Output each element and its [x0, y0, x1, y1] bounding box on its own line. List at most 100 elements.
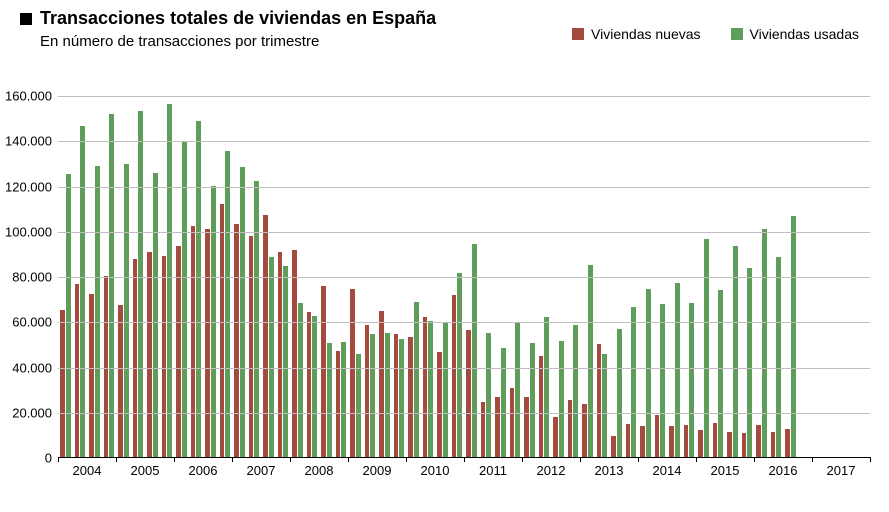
bar-nuevas — [89, 294, 94, 457]
x-tick — [522, 457, 523, 462]
x-axis-label: 2014 — [653, 463, 682, 478]
bar-nuevas — [205, 229, 210, 457]
bar-nuevas — [524, 397, 529, 457]
bar-nuevas — [626, 424, 631, 457]
bar-usadas — [385, 333, 390, 457]
title-line: Transacciones totales de viviendas en Es… — [20, 8, 436, 29]
x-tick — [870, 457, 871, 462]
bar-usadas — [660, 304, 665, 457]
bar-nuevas — [60, 310, 65, 457]
bar-nuevas — [249, 236, 254, 457]
x-tick — [348, 457, 349, 462]
x-tick — [754, 457, 755, 462]
x-axis-label: 2009 — [363, 463, 392, 478]
y-axis-label: 140.000 — [5, 134, 52, 149]
bar-usadas — [457, 273, 462, 457]
x-axis-label: 2016 — [769, 463, 798, 478]
legend-swatch-nuevas — [572, 28, 584, 40]
legend-label: Viviendas usadas — [750, 26, 859, 42]
legend-item-nuevas: Viviendas nuevas — [572, 26, 700, 42]
bar-nuevas — [452, 295, 457, 457]
bar-usadas — [486, 333, 491, 457]
x-tick — [116, 457, 117, 462]
y-axis-label: 20.000 — [12, 405, 52, 420]
y-axis-label: 160.000 — [5, 89, 52, 104]
bar-usadas — [428, 321, 433, 457]
bar-usadas — [443, 322, 448, 457]
x-axis-label: 2010 — [421, 463, 450, 478]
bar-nuevas — [75, 284, 80, 457]
bar-nuevas — [234, 224, 239, 457]
bar-nuevas — [539, 356, 544, 457]
bar-usadas — [704, 239, 709, 457]
y-axis-label: 60.000 — [12, 315, 52, 330]
bar-usadas — [776, 257, 781, 457]
bar-nuevas — [640, 426, 645, 457]
gridline — [58, 322, 870, 323]
bar-nuevas — [307, 312, 312, 457]
bar-nuevas — [495, 397, 500, 457]
title-block: Transacciones totales de viviendas en Es… — [20, 8, 436, 50]
chart-title: Transacciones totales de viviendas en Es… — [40, 8, 436, 29]
x-axis-label: 2013 — [595, 463, 624, 478]
bar-usadas — [515, 322, 520, 457]
bar-usadas — [718, 290, 723, 457]
gridline — [58, 96, 870, 97]
bar-usadas — [631, 307, 636, 457]
bar-usadas — [283, 266, 288, 457]
bar-usadas — [617, 329, 622, 457]
x-axis-label: 2008 — [305, 463, 334, 478]
bar-nuevas — [756, 425, 761, 457]
bars-container — [58, 78, 870, 457]
bar-usadas — [602, 354, 607, 457]
bar-usadas — [298, 303, 303, 457]
bar-nuevas — [742, 433, 747, 457]
bar-usadas — [675, 283, 680, 457]
legend-swatch-usadas — [731, 28, 743, 40]
x-tick — [464, 457, 465, 462]
bar-nuevas — [292, 250, 297, 457]
bar-nuevas — [510, 388, 515, 457]
bar-usadas — [254, 181, 259, 457]
bar-usadas — [646, 289, 651, 458]
bar-usadas — [66, 174, 71, 457]
bar-usadas — [559, 341, 564, 457]
x-axis-label: 2017 — [827, 463, 856, 478]
bar-usadas — [327, 343, 332, 457]
title-bullet-icon — [20, 13, 32, 25]
bar-nuevas — [785, 429, 790, 457]
bar-usadas — [414, 302, 419, 457]
bar-usadas — [211, 186, 216, 457]
bar-usadas — [80, 126, 85, 457]
bar-usadas — [109, 114, 114, 457]
bar-usadas — [762, 229, 767, 457]
bar-nuevas — [727, 432, 732, 457]
legend: Viviendas nuevas Viviendas usadas — [572, 26, 859, 42]
x-axis-label: 2004 — [73, 463, 102, 478]
x-tick — [58, 457, 59, 462]
x-tick — [290, 457, 291, 462]
x-axis-label: 2006 — [189, 463, 218, 478]
bar-nuevas — [220, 204, 225, 457]
bar-nuevas — [597, 344, 602, 457]
bar-usadas — [196, 121, 201, 457]
bar-nuevas — [655, 415, 660, 457]
gridline — [58, 413, 870, 414]
bar-usadas — [269, 257, 274, 457]
legend-label: Viviendas nuevas — [591, 26, 700, 42]
x-axis-label: 2015 — [711, 463, 740, 478]
bar-usadas — [573, 325, 578, 457]
x-axis-label: 2005 — [131, 463, 160, 478]
bar-nuevas — [365, 325, 370, 457]
x-tick — [580, 457, 581, 462]
bar-usadas — [167, 104, 172, 457]
x-tick — [406, 457, 407, 462]
bar-usadas — [341, 342, 346, 457]
bar-nuevas — [698, 430, 703, 457]
bar-nuevas — [147, 252, 152, 457]
bar-nuevas — [191, 226, 196, 457]
bar-nuevas — [408, 337, 413, 457]
bar-usadas — [138, 111, 143, 457]
bar-usadas — [153, 173, 158, 457]
bar-nuevas — [771, 432, 776, 457]
